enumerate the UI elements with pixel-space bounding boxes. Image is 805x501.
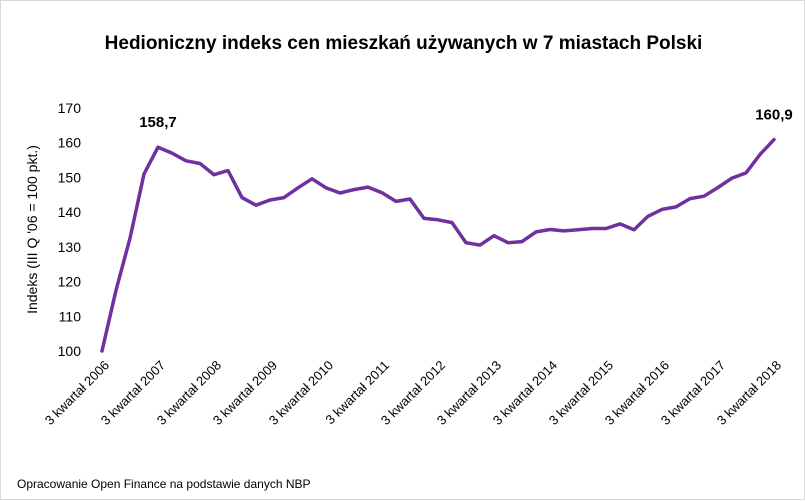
data-point (157, 146, 160, 149)
y-tick-label: 100 (58, 343, 82, 359)
data-point (633, 228, 636, 231)
data-point (311, 177, 314, 180)
data-point (549, 228, 552, 231)
data-point (353, 188, 356, 191)
data-point (115, 289, 118, 292)
data-label: 160,9 (755, 107, 793, 124)
y-tick-label: 170 (58, 100, 82, 116)
data-point (381, 191, 384, 194)
data-point (325, 186, 328, 189)
data-point (171, 152, 174, 155)
data-point (367, 186, 370, 189)
data-point (717, 186, 720, 189)
data-point (129, 237, 132, 240)
data-point (437, 218, 440, 221)
y-tick-label: 110 (59, 308, 82, 324)
data-point (255, 204, 258, 207)
data-point (451, 221, 454, 224)
data-point (199, 162, 202, 165)
data-point (661, 208, 664, 211)
data-point (423, 217, 426, 220)
data-label: 158,7 (139, 114, 177, 131)
data-point (507, 241, 510, 244)
data-point (521, 240, 524, 243)
data-point (213, 173, 216, 176)
y-tick-label: 160 (58, 135, 82, 151)
y-axis-label: Indeks (III Q '06 = 100 pkt.) (24, 145, 40, 314)
data-point (605, 227, 608, 230)
chart-title: Hedioniczny indeks cen mieszkań używanyc… (104, 33, 703, 54)
data-point (409, 198, 412, 201)
data-point (241, 196, 244, 199)
y-tick-label: 130 (58, 239, 82, 255)
data-point (675, 205, 678, 208)
data-point (703, 195, 706, 198)
data-point (577, 228, 580, 231)
data-point (339, 192, 342, 195)
data-point (619, 222, 622, 225)
data-point (479, 244, 482, 247)
data-point (563, 229, 566, 232)
data-point (759, 153, 762, 156)
y-tick-label: 140 (58, 204, 82, 220)
data-point (773, 138, 776, 141)
data-point (591, 227, 594, 230)
data-point (535, 230, 538, 233)
data-point (395, 200, 398, 203)
data-point (297, 186, 300, 189)
data-point (143, 173, 146, 176)
source-note: Opracowanie Open Finance na podstawie da… (17, 477, 311, 491)
plot-area: 158,7 160,9 (100, 107, 793, 353)
data-point (465, 241, 468, 244)
data-point (185, 159, 188, 162)
data-point (745, 171, 748, 174)
data-point (283, 196, 286, 199)
series-line (100, 137, 776, 353)
data-point (269, 199, 272, 202)
y-tick-label: 150 (58, 169, 82, 185)
data-point (689, 197, 692, 200)
data-point (227, 169, 230, 172)
data-point (731, 177, 734, 180)
data-point (647, 215, 650, 218)
data-point (101, 350, 104, 353)
y-tick-label: 120 (58, 274, 82, 290)
y-axis: 100 110 120 130 140 150 160 170 Indeks (III Q '0… (24, 100, 81, 359)
data-point (493, 234, 496, 237)
